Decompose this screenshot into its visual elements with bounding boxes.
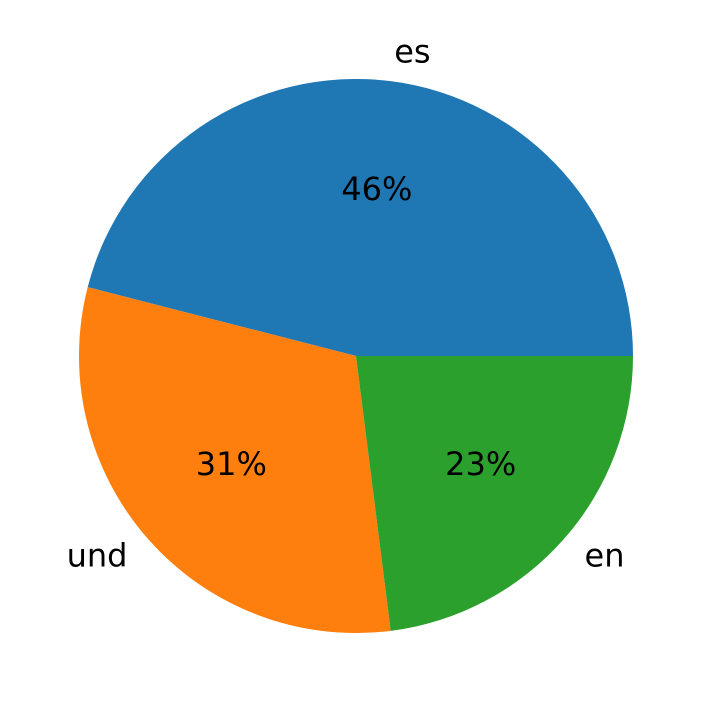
percent-label: 31% [196,445,267,483]
slice-label: und [67,537,128,575]
percent-label: 46% [341,170,412,208]
pie-slice [356,356,633,631]
percent-label: 23% [445,445,516,483]
pie-slice [87,79,634,356]
pie-slice [79,287,391,634]
slice-label: es [394,33,430,71]
slice-label: en [585,537,625,575]
